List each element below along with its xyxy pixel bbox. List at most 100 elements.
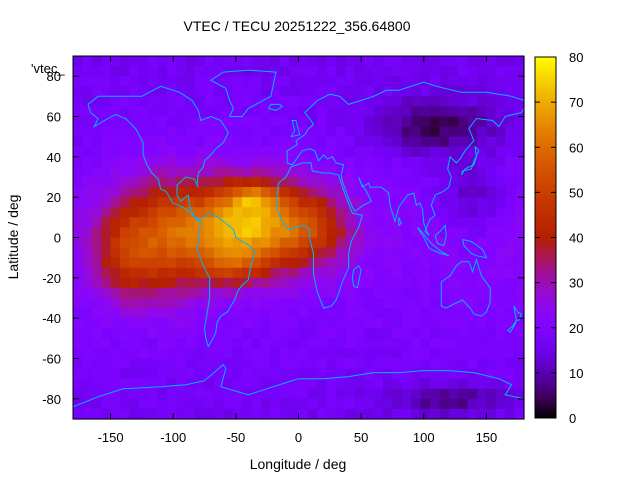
heatmap-cell [458,197,469,208]
heatmap-cell [298,298,309,309]
heatmap-cell [401,76,412,87]
heatmap-cell [448,146,459,158]
heatmap-cell [392,66,403,77]
heatmap-cell [477,136,488,148]
heatmap-cell [486,318,497,329]
heatmap-cell [307,298,318,309]
heatmap-cell [101,126,112,138]
heatmap-cell [176,207,187,218]
heatmap-cell [148,358,159,370]
heatmap-cell [82,368,93,380]
heatmap-cell [486,56,497,67]
heatmap-cell [364,368,375,380]
heatmap-cell [505,298,516,309]
heatmap-cell [101,308,112,319]
heatmap-cell [430,267,441,279]
heatmap-cell [420,408,431,420]
heatmap-cell [514,338,525,350]
heatmap-cell [148,156,159,168]
colorbar-tick-label: 60 [569,140,583,155]
heatmap-cell [477,237,488,249]
heatmap-cell [289,277,300,289]
heatmap-cell [373,237,384,249]
heatmap-cell [176,76,187,87]
heatmap-cell [166,197,177,208]
heatmap-cell [119,388,130,400]
heatmap-cell [486,328,497,339]
heatmap-cell [307,358,318,370]
heatmap-cell [157,237,168,249]
heatmap-cell [82,136,93,148]
heatmap-cell [298,378,309,390]
heatmap-cell [91,106,102,118]
heatmap-cell [420,156,431,168]
heatmap-cell [336,287,347,299]
heatmap-cell [242,318,253,329]
heatmap-cell [514,197,525,208]
heatmap-cell [430,187,441,198]
heatmap-cell [514,56,525,67]
heatmap-cell [495,116,506,128]
heatmap-cell [176,318,187,329]
heatmap-cell [129,247,140,259]
heatmap-cell [213,166,224,178]
heatmap-cell [82,146,93,158]
heatmap-cell [119,308,130,319]
heatmap-cell [213,207,224,218]
heatmap-cell [195,308,206,319]
heatmap-cell [401,368,412,380]
heatmap-cell [195,388,206,400]
heatmap-cell [242,287,253,299]
heatmap-cell [326,166,337,178]
heatmap-cell [298,408,309,420]
heatmap-cell [420,106,431,118]
heatmap-cell [307,348,318,360]
heatmap-cell [91,408,102,420]
heatmap-cell [279,66,290,77]
heatmap-cell [223,207,234,218]
heatmap-cell [458,368,469,380]
heatmap-cell [157,116,168,128]
heatmap-cell [392,126,403,138]
heatmap-cell [260,277,271,289]
heatmap-cell [166,267,177,279]
heatmap-cell [307,187,318,198]
heatmap-cell [448,267,459,279]
south-america-outline [196,212,256,348]
heatmap-cell [364,136,375,148]
heatmap-cell [495,187,506,198]
heatmap-cell [223,368,234,380]
heatmap-cell [364,287,375,299]
x-tick-label: 100 [413,430,435,445]
heatmap-cell [467,298,478,309]
heatmap-cell [401,298,412,309]
heatmap-cell [110,368,121,380]
heatmap-cell [119,378,130,390]
heatmap-cell [185,146,196,158]
heatmap-cell [289,378,300,390]
heatmap-cell [110,146,121,158]
heatmap-cell [101,298,112,309]
heatmap-cell [232,398,243,410]
heatmap-cell [204,398,215,410]
heatmap-cell [317,277,328,289]
heatmap-cell [185,66,196,77]
heatmap-cell [477,76,488,87]
heatmap-cell [364,126,375,138]
heatmap-cell [392,388,403,400]
heatmap-cell [91,298,102,309]
heatmap-cell [411,76,422,87]
heatmap-cell [467,398,478,410]
heatmap-cell [82,197,93,208]
heatmap-cell [157,136,168,148]
heatmap-cell [204,217,215,229]
heatmap-cell [270,398,281,410]
heatmap-cell [307,328,318,339]
heatmap-cell [148,217,159,229]
heatmap-cell [166,187,177,198]
heatmap-cell [73,257,83,269]
heatmap-cell [91,257,102,269]
heatmap-cell [119,76,130,87]
heatmap-cell [138,277,149,289]
heatmap-cell [223,76,234,87]
